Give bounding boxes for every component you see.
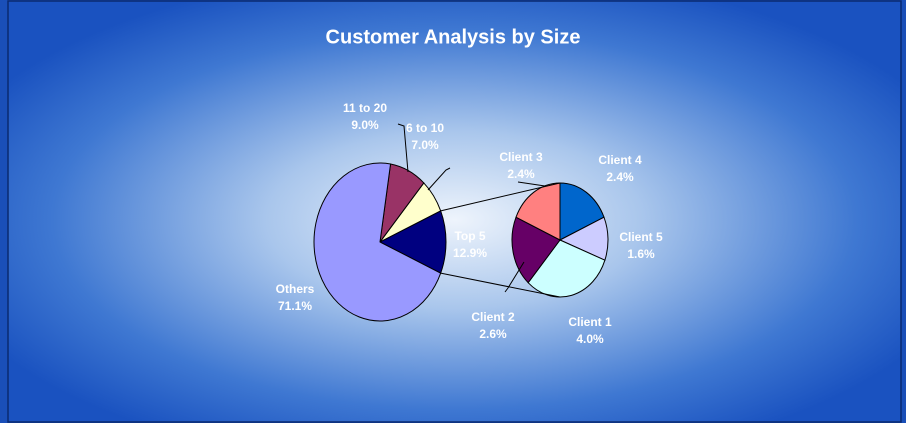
- slice-value-label: 1.6%: [627, 247, 655, 261]
- leader-line: [427, 167, 451, 191]
- slice-value-label: 71.1%: [278, 299, 312, 313]
- chart-title: Customer Analysis by Size: [326, 26, 581, 48]
- slice-label: Client 1: [568, 315, 612, 329]
- slice-value-label: 9.0%: [351, 118, 379, 132]
- pie-slice: [527, 239, 606, 298]
- connector: [440, 182, 561, 212]
- slice-value-label: 12.9%: [453, 246, 487, 260]
- slice-label: 11 to 20: [343, 101, 387, 115]
- leader-line: [504, 261, 525, 293]
- slice-label: Client 5: [619, 230, 663, 244]
- slice-label: Client 4: [598, 153, 642, 167]
- background: [7, 0, 902, 423]
- slice-value-label: 2.6%: [479, 327, 507, 341]
- slice-label: Others: [276, 282, 315, 296]
- pie-slice: [378, 210, 447, 274]
- leader-line: [397, 123, 409, 173]
- plot: Top 5 12.9% 6 to 10 7.0% 11 to 20 9.0% Others 7…: [276, 101, 663, 346]
- slice-value-label: 7.0%: [411, 138, 439, 152]
- pie-slice: [559, 182, 605, 241]
- connector: [440, 272, 561, 298]
- slice-label: Top 5: [454, 229, 485, 243]
- slice-label: Client 3: [499, 150, 543, 164]
- slice-value-label: 4.0%: [576, 332, 604, 346]
- slice-value-label: 2.4%: [606, 170, 634, 184]
- slice-label: 6 to 10: [406, 121, 444, 135]
- slice-value-label: 2.4%: [507, 167, 535, 181]
- pie-slice: [313, 162, 442, 322]
- leader-line: [517, 181, 546, 187]
- pie-slice: [511, 216, 561, 284]
- slice-label: Client 2: [471, 310, 515, 324]
